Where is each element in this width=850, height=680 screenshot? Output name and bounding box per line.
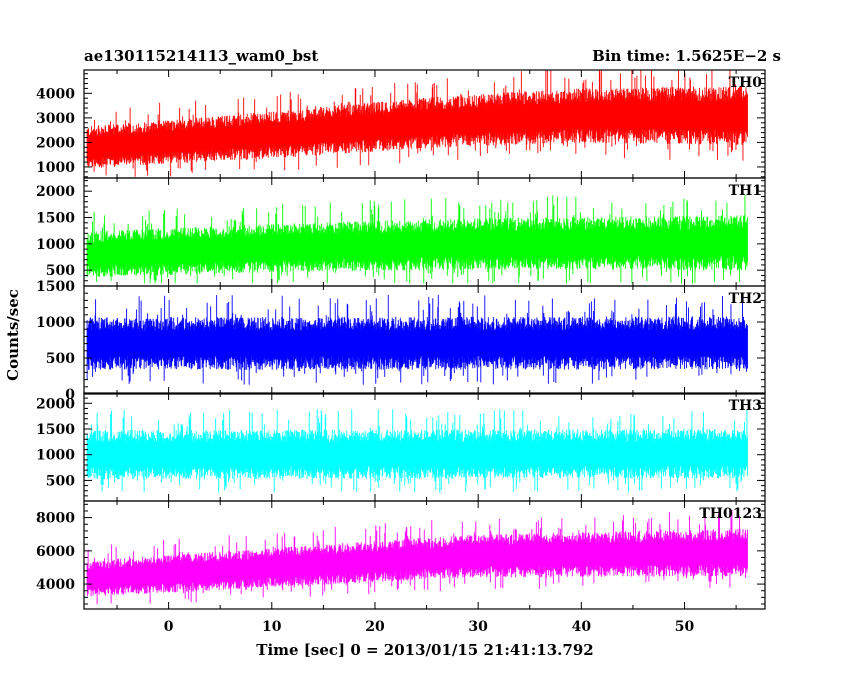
x-axis-label: Time [sec] 0 = 2013/01/15 21:41:13.792 [256,641,593,659]
panel-label: TH0 [729,75,763,91]
y-tick-label: 4000 [36,577,75,593]
x-tick-label: 30 [468,619,488,635]
x-tick-label: 10 [262,619,282,635]
panel-th0123: 4000 6000 8000 TH0123 0 10 20 30 40 50 [36,500,766,635]
y-tick-label: 1000 [36,160,75,176]
y-tick-label: 0 [65,387,75,403]
y-tick-label: 1000 [36,315,75,331]
series-th3 [86,409,748,493]
x-tick-label: 20 [365,619,385,635]
y-tick-label: 500 [46,351,75,367]
series-th1 [86,195,748,284]
series-th0 [86,70,748,177]
y-tick-label: 2000 [36,135,75,151]
y-tick-label: 4000 [36,86,75,102]
plot-title: ae130115214113_wam0_bst [84,47,318,65]
panel-label: TH2 [729,291,762,307]
bin-time-label: Bin time: 1.5625E−2 s [592,47,781,65]
y-tick-label: 500 [46,263,75,279]
panel-th0: 1000 2000 3000 4000 TH0 [36,69,766,179]
panel-th2: 0 500 1000 1500 TH2 [36,279,766,403]
y-axis-label: Counts/sec [4,289,22,381]
y-tick-label: 2000 [36,396,75,412]
y-tick-label: 1500 [36,279,75,295]
y-tick-label: 2000 [36,184,75,200]
series-th0123 [86,509,748,605]
y-tick-label: 8000 [36,511,75,527]
x-tick-label: 0 [164,619,174,635]
panel-th3: 500 1000 1500 2000 TH3 [36,392,766,502]
y-tick-label: 6000 [36,544,75,560]
y-tick-label: 3000 [36,111,75,127]
panel-frame [83,285,766,395]
panel-label: TH0123 [699,506,762,522]
y-tick-label: 500 [46,473,75,489]
x-tick-label: 40 [572,619,592,635]
panel-label: TH1 [729,183,762,199]
y-tick-label: 1500 [36,211,75,227]
series-th2 [86,294,748,385]
y-tick-label: 1000 [36,448,75,464]
panel-frame [83,500,766,610]
panel-th1: 500 1000 1500 2000 TH1 [36,177,766,287]
y-tick-label: 1500 [36,422,75,438]
panel-label: TH3 [729,398,762,414]
y-tick-label: 1000 [36,237,75,253]
x-tick-label: 50 [675,619,695,635]
